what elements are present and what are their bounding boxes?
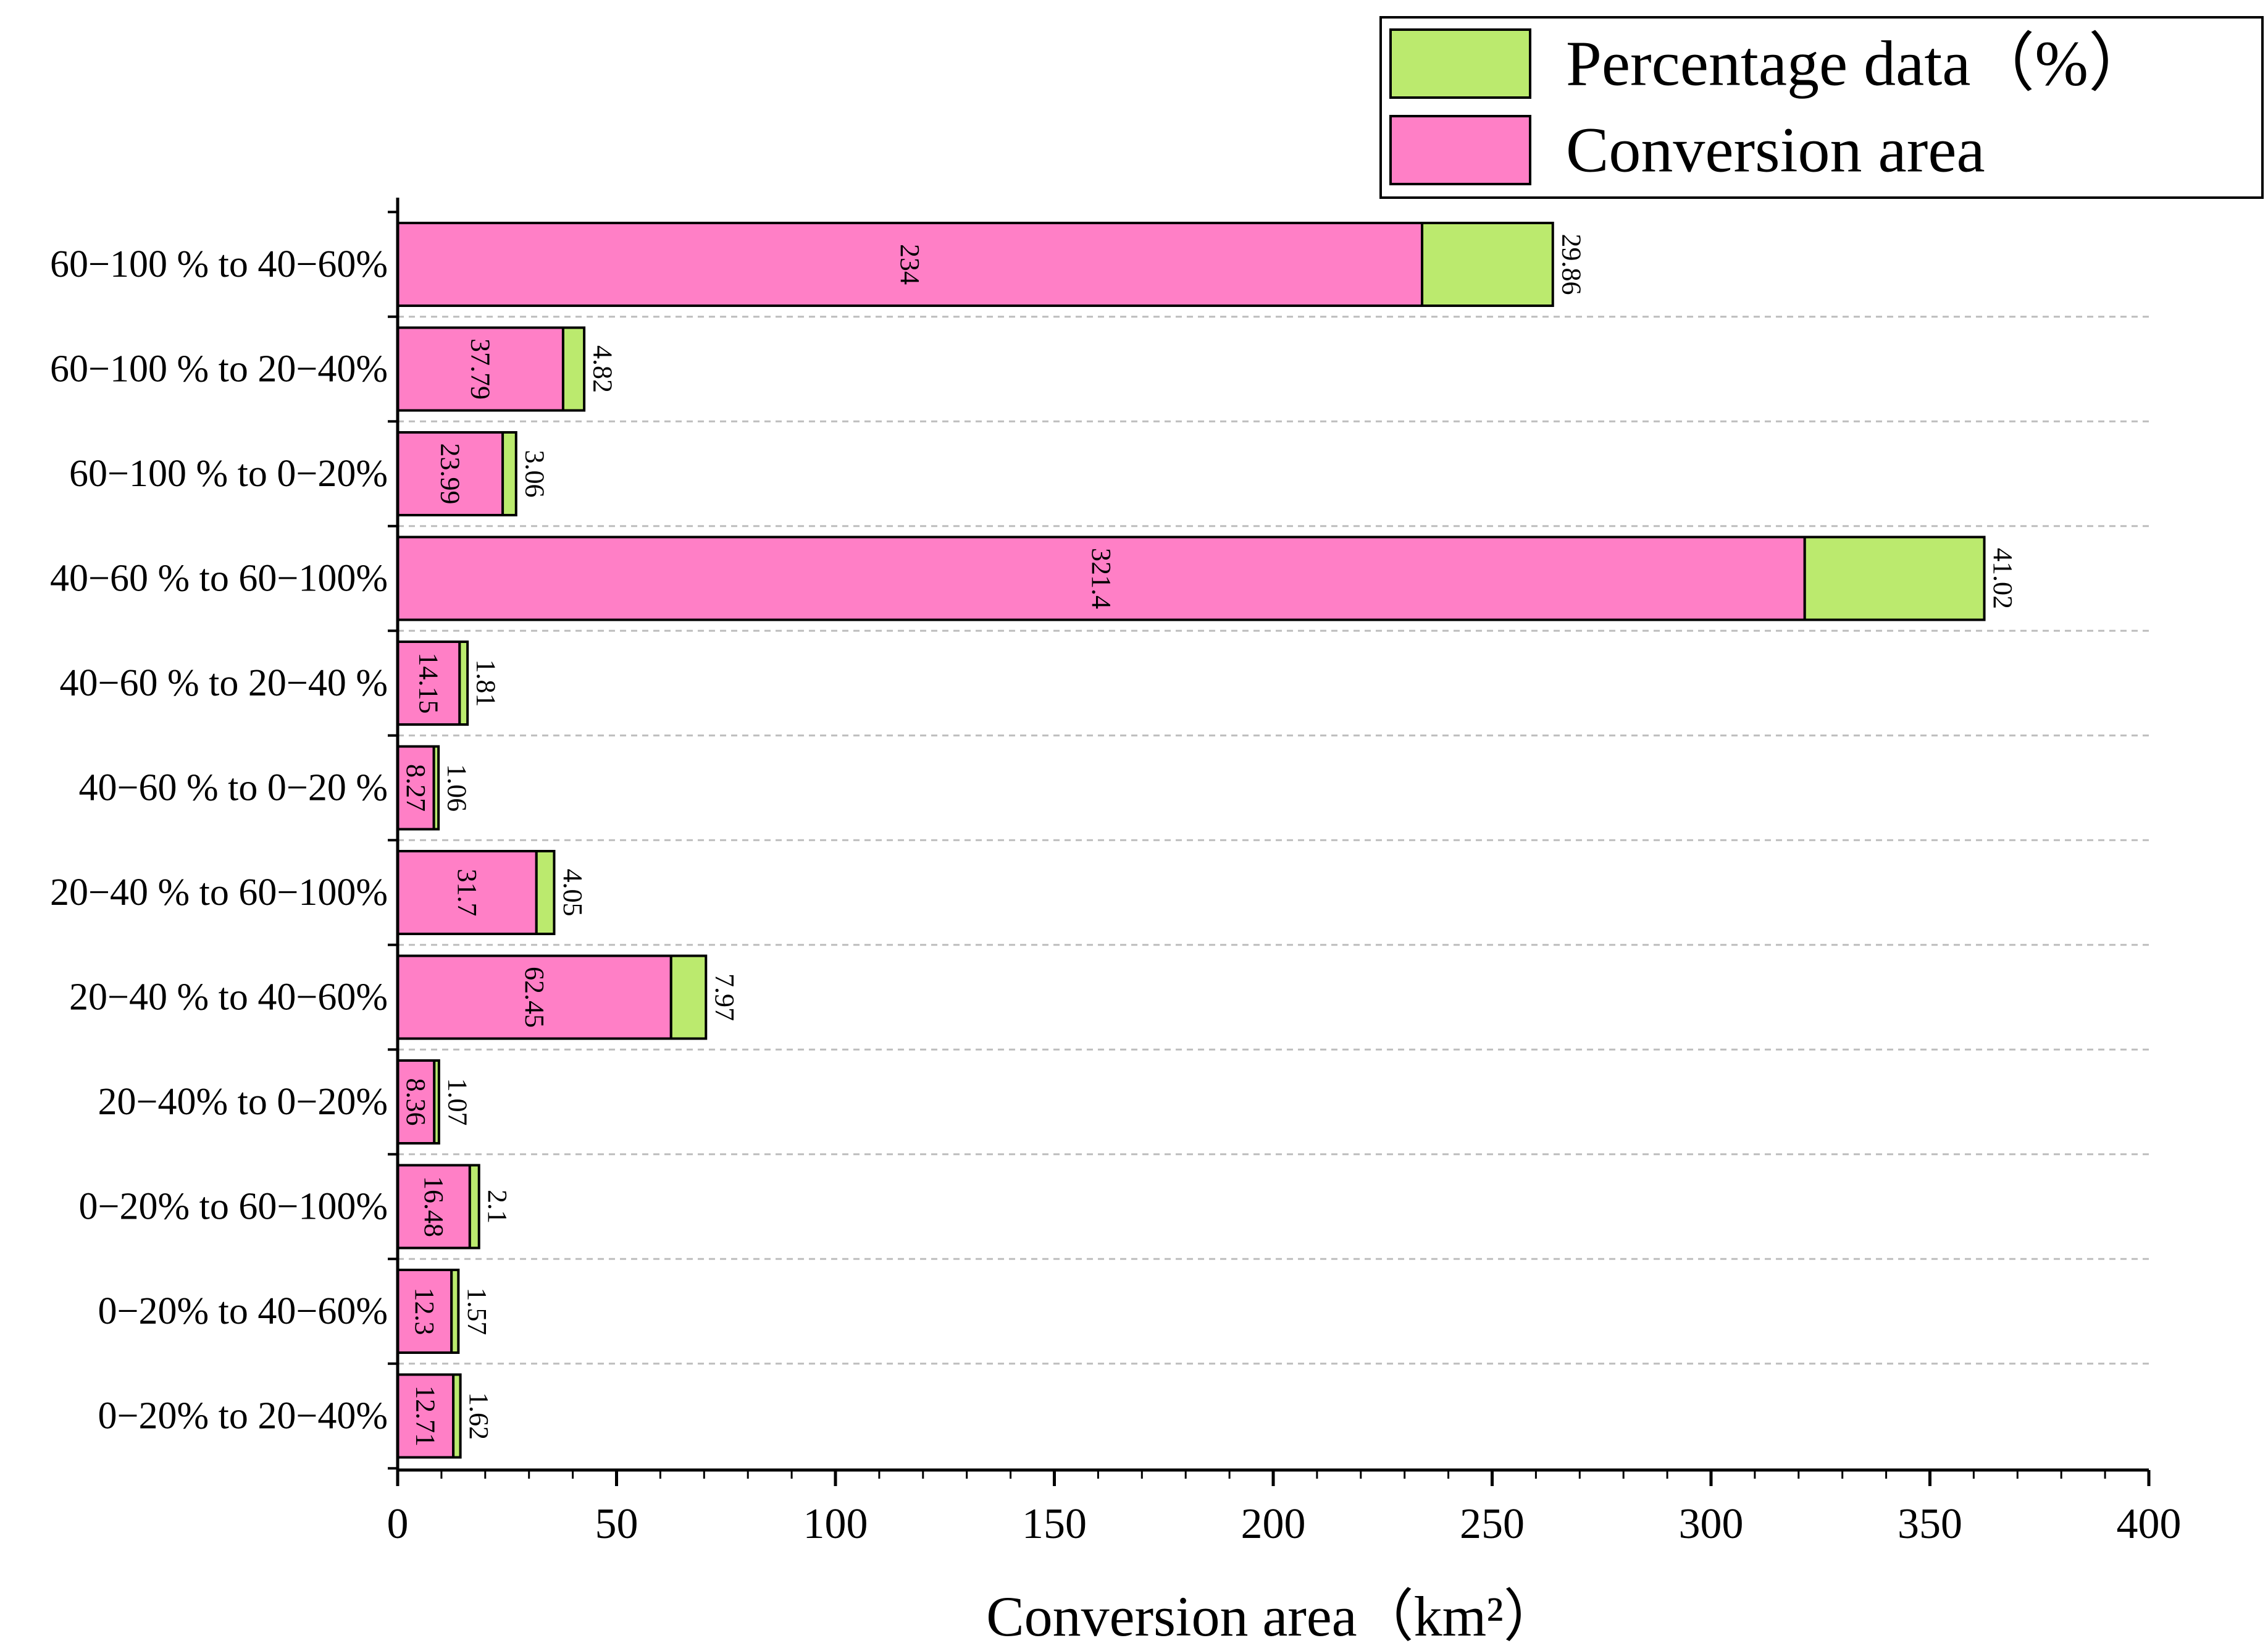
grid-lines	[398, 316, 2149, 1365]
data-label-conversion-area: 8.36	[401, 1078, 431, 1126]
data-label-percentage-data: 1.06	[442, 764, 472, 812]
data-label-conversion-area: 31.7	[452, 869, 482, 917]
data-label-percentage-data: 41.02	[1988, 548, 2018, 609]
y-tick-label: 40−60 % to 60−100%	[50, 558, 388, 600]
y-tick-label: 40−60 % to 20−40 %	[60, 662, 388, 704]
legend-label: Percentage data（%）	[1566, 28, 2153, 99]
y-tick-label: 60−100 % to 20−40%	[50, 348, 388, 390]
data-label-conversion-area: 321.4	[1086, 548, 1116, 609]
data-label-percentage-data: 2.1	[482, 1190, 513, 1224]
bar-percentage-data	[458, 641, 469, 726]
x-tick-label: 350	[1898, 1500, 1962, 1548]
x-tick-label: 50	[595, 1500, 638, 1548]
bar-percentage-data	[561, 326, 586, 412]
bar-percentage-data	[1803, 536, 1986, 621]
y-tick-label: 60−100 % to 40−60%	[50, 243, 388, 285]
bar-conversion-area	[396, 1373, 455, 1459]
bar-percentage-data	[669, 954, 708, 1040]
data-label-percentage-data: 3.06	[519, 450, 550, 498]
x-axis-title: Conversion area（km²）	[986, 1585, 1560, 1648]
legend-label: Conversion area	[1566, 115, 1985, 186]
data-label-conversion-area: 12.71	[411, 1385, 441, 1447]
data-label-conversion-area: 37.79	[465, 338, 495, 400]
x-tick-label: 100	[803, 1500, 868, 1548]
y-tick-label: 20−40% to 0−20%	[98, 1081, 388, 1123]
y-tick-label: 0−20% to 20−40%	[98, 1395, 388, 1437]
bar-percentage-data	[501, 431, 517, 516]
y-tick-label: 20−40 % to 40−60%	[69, 977, 388, 1019]
y-tick-label: 20−40 % to 60−100%	[50, 872, 388, 914]
data-label-conversion-area: 234	[895, 244, 925, 285]
data-label-conversion-area: 8.27	[401, 764, 431, 812]
data-label-conversion-area: 62.45	[519, 967, 550, 1028]
bar-percentage-data	[450, 1269, 460, 1354]
data-label-conversion-area: 14.15	[414, 653, 444, 714]
data-label-percentage-data: 4.05	[558, 869, 588, 917]
legend: Percentage data（%） Conversion area	[1379, 16, 2264, 199]
x-tick-label: 150	[1022, 1500, 1087, 1548]
data-label-percentage-data: 4.82	[588, 345, 618, 393]
bars	[396, 222, 1986, 1459]
data-label-percentage-data: 1.81	[471, 660, 501, 707]
axes	[388, 198, 2151, 1486]
y-tick-label: 0−20% to 40−60%	[98, 1290, 388, 1332]
x-tick-label: 300	[1679, 1500, 1744, 1548]
data-label-conversion-area: 23.99	[435, 443, 466, 505]
data-label-percentage-data: 1.07	[442, 1078, 472, 1126]
bar-conversion-area	[396, 326, 564, 412]
data-label-percentage-data: 1.57	[462, 1288, 492, 1335]
x-tick-label: 0	[387, 1500, 409, 1548]
y-tick-label: 60−100 % to 0−20%	[69, 453, 388, 495]
bar-percentage-data	[535, 850, 556, 935]
bar-conversion-area	[396, 536, 1806, 621]
bar-percentage-data	[432, 745, 440, 831]
y-tick-label: 0−20% to 60−100%	[79, 1186, 388, 1228]
data-label-percentage-data: 29.86	[1556, 234, 1586, 295]
bar-percentage-data	[452, 1373, 462, 1459]
data-label-percentage-data: 7.97	[709, 973, 740, 1021]
x-tick-label: 250	[1460, 1500, 1525, 1548]
x-tick-label: 200	[1241, 1500, 1306, 1548]
bar-percentage-data	[433, 1059, 440, 1145]
y-tick-label: 40−60 % to 0−20 %	[79, 767, 388, 809]
data-label-conversion-area: 16.48	[419, 1176, 449, 1237]
legend-swatch	[1389, 115, 1531, 185]
labels: 234 29.86 60−100 % to 40−60% 37.79 4.82 60−10…	[50, 234, 2181, 1649]
legend-swatch	[1389, 28, 1531, 99]
bar-conversion-area	[396, 431, 504, 516]
bar-conversion-area	[396, 1269, 453, 1354]
bar-percentage-data	[468, 1164, 480, 1250]
bar-conversion-area	[396, 745, 435, 831]
bar-percentage-data	[1421, 222, 1554, 307]
x-tick-label: 400	[2117, 1500, 2182, 1548]
data-label-percentage-data: 1.62	[464, 1392, 494, 1440]
data-label-conversion-area: 12.3	[409, 1288, 440, 1335]
